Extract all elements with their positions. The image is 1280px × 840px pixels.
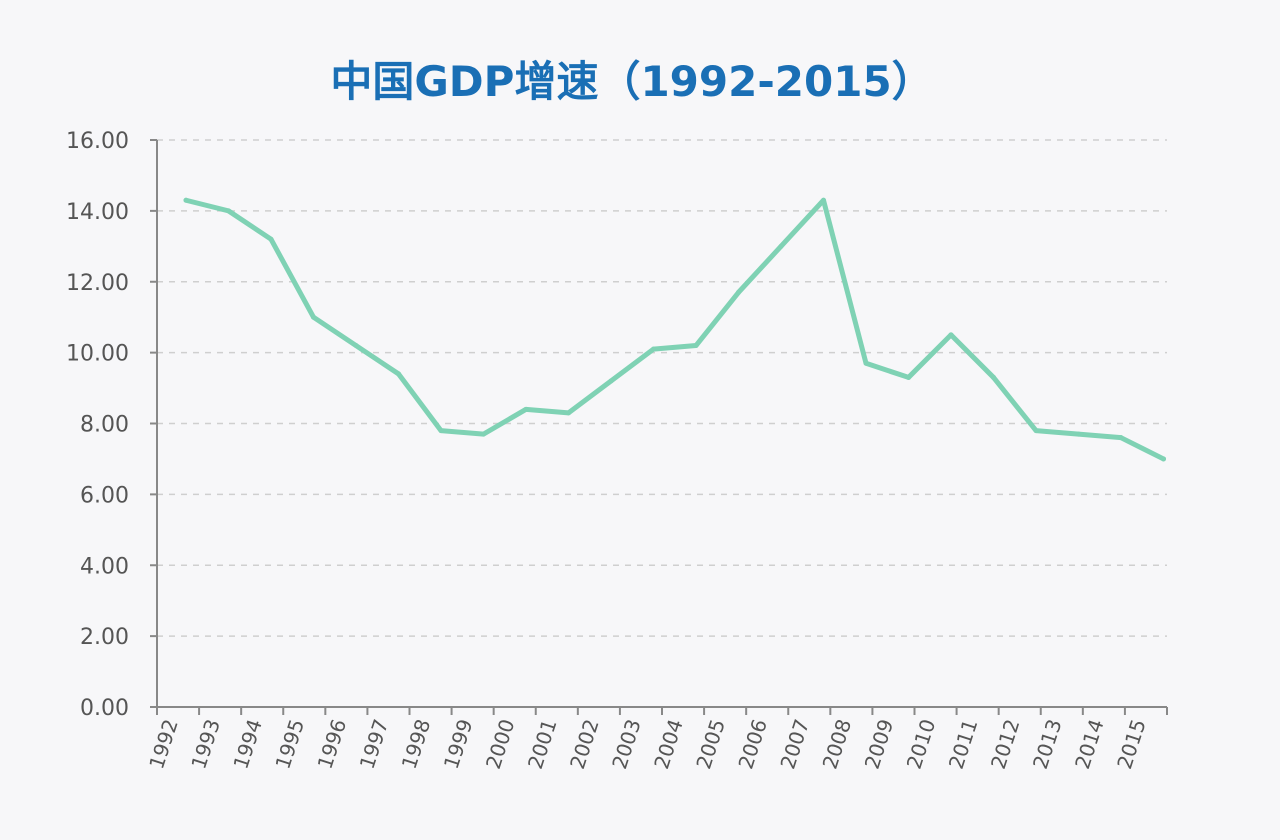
x-tick-label: 1995 [270, 716, 309, 772]
x-tick-label: 2015 [1112, 716, 1151, 772]
x-tick-label: 2013 [1028, 716, 1067, 772]
series-line [183, 197, 1166, 462]
x-tick-label: 2003 [607, 716, 646, 772]
data-point [608, 378, 614, 384]
y-tick-label: 10.00 [66, 342, 129, 367]
data-point [821, 197, 826, 203]
x-tick-label: 1996 [313, 716, 352, 772]
data-point [481, 431, 486, 437]
data-point [523, 406, 529, 412]
x-tick-label: 2005 [691, 716, 730, 772]
data-point [863, 360, 869, 366]
data-point [268, 236, 274, 242]
x-tick-label: 2010 [902, 716, 941, 772]
x-tick-label: 2007 [775, 716, 814, 772]
x-tick-label: 1993 [186, 716, 225, 772]
x-tick-label: 1999 [439, 716, 478, 772]
data-point [1161, 456, 1166, 462]
data-point [438, 428, 444, 434]
data-point [566, 410, 571, 416]
x-tick-label: 2002 [565, 716, 604, 772]
data-point [1033, 428, 1039, 434]
data-point [183, 197, 189, 203]
x-tick-label: 1997 [355, 716, 394, 772]
data-point [1076, 431, 1081, 437]
y-tick-label: 0.00 [80, 696, 129, 721]
grid-layer [157, 139, 1167, 637]
y-tick-label: 6.00 [80, 483, 129, 508]
x-tick-label: 1998 [397, 716, 436, 772]
chart-title: 中国GDP增速（1992-2015） [330, 57, 933, 106]
y-tick-label: 8.00 [80, 413, 129, 438]
x-tick-label: 2011 [944, 716, 983, 772]
series-layer [183, 197, 1166, 462]
x-tick-label: 2009 [860, 716, 899, 772]
data-point [736, 289, 741, 295]
y-tick-labels: 0.00 2.00 4.00 6.00 8.00 10.00 12.00 14.00 16.00 [66, 129, 129, 721]
y-tick-label: 14.00 [66, 200, 129, 225]
x-tick-labels: 1992 1993 1994 1995 1996 1997 1998 1999 2000 2001… [144, 716, 1150, 772]
data-point [991, 374, 996, 380]
axis-layer [150, 139, 1168, 715]
data-point [353, 343, 359, 349]
data-point [311, 314, 316, 320]
x-tick-label: 2006 [733, 716, 772, 772]
data-point [948, 332, 954, 338]
x-tick-label: 2008 [818, 716, 857, 772]
x-tick-label: 2001 [523, 716, 562, 772]
data-point [1118, 435, 1124, 441]
x-tick-label: 2012 [986, 716, 1025, 772]
data-point [226, 208, 231, 214]
y-tick-label: 4.00 [80, 554, 129, 579]
x-tick-label: 2000 [481, 716, 520, 772]
x-tick-label: 1994 [228, 716, 267, 772]
data-point [906, 374, 911, 380]
data-point [693, 343, 699, 349]
data-point [651, 346, 656, 352]
data-point [396, 371, 401, 377]
x-tick-label: 2014 [1070, 716, 1109, 772]
y-tick-label: 12.00 [66, 271, 129, 296]
x-tick-label: 2004 [649, 716, 688, 772]
y-tick-label: 16.00 [66, 129, 129, 154]
data-point [778, 243, 784, 249]
y-tick-label: 2.00 [80, 625, 129, 650]
x-tick-label: 1992 [144, 716, 183, 772]
